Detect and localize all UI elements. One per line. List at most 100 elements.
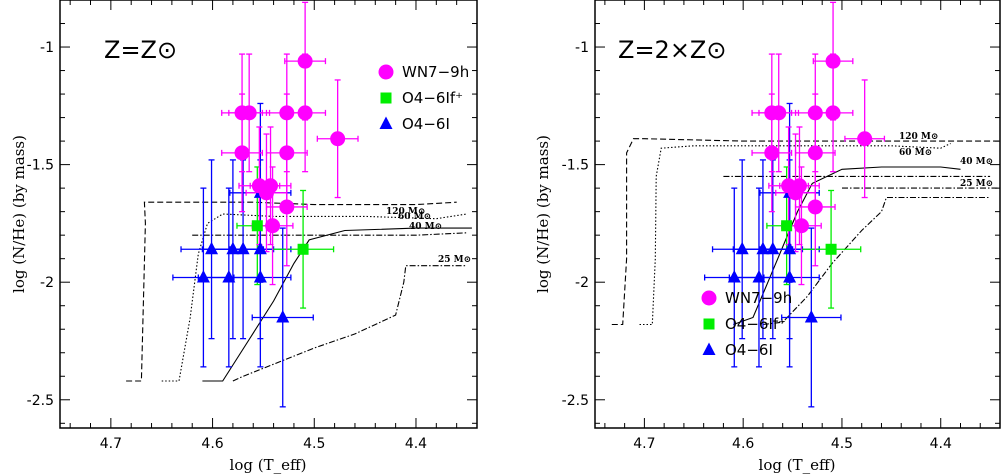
left-legend-marker-triangle bbox=[379, 116, 393, 129]
right-point-triangle bbox=[783, 269, 797, 283]
right-point-triangle bbox=[783, 241, 797, 255]
right-point-circle bbox=[825, 53, 841, 69]
left-point-circle bbox=[241, 105, 257, 121]
right-x-tick-label: 4.7 bbox=[633, 436, 655, 452]
right-legend-label: WN7−9h bbox=[725, 289, 792, 307]
right-track-label: 25 M⊙ bbox=[960, 179, 993, 189]
left-track-0 bbox=[126, 201, 457, 382]
left-point-triangle bbox=[196, 269, 210, 283]
left-legend-marker-square bbox=[380, 92, 392, 104]
right-track-0 bbox=[611, 138, 1000, 326]
right-point-circle bbox=[788, 185, 804, 201]
right-x-tick-label: 4.4 bbox=[930, 436, 952, 452]
right-y-axis-label: log (N/He) (by mass) bbox=[534, 135, 552, 293]
right-legend: WN7−9h O4−6If⁺ O4−6I bbox=[701, 289, 792, 359]
left-track-label: 120 M⊙ bbox=[386, 207, 425, 217]
right-track-label: 40 M⊙ bbox=[960, 157, 993, 167]
right-track-2 bbox=[733, 166, 961, 326]
left-panel-title: Z=Z⊙ bbox=[104, 36, 177, 64]
left-track-labels: 120 M⊙60 M⊙40 M⊙ 25 M⊙ bbox=[386, 207, 471, 265]
left-panel: 4.7 4.6 4.5 4.4 -1 -1.5 -2 -2.5 120 M⊙60 M⊙40 M… bbox=[10, 0, 478, 474]
left-y-tick-label: -2 bbox=[40, 275, 54, 291]
right-point-circle bbox=[825, 105, 841, 121]
right-legend-marker-circle bbox=[701, 290, 717, 306]
right-y-tick-label: -1 bbox=[575, 40, 589, 56]
left-point-triangle bbox=[253, 269, 267, 283]
left-x-tick-label: 4.7 bbox=[100, 436, 122, 452]
right-legend-label: O4−6I bbox=[725, 341, 773, 359]
left-legend-label: O4−6If⁺ bbox=[402, 89, 463, 107]
right-panel: 4.7 4.6 4.5 4.4 -1 -1.5 -2 -2.5 120 M⊙ 60 M⊙ 40 M… bbox=[534, 0, 1001, 474]
right-point-triangle bbox=[756, 241, 770, 255]
right-point-triangle bbox=[735, 241, 749, 255]
left-point-circle bbox=[279, 199, 295, 215]
right-point-triangle bbox=[766, 241, 780, 255]
left-y-tick-label: -1 bbox=[40, 40, 54, 56]
right-track-3 bbox=[762, 196, 991, 326]
left-point-circle bbox=[330, 131, 346, 147]
left-point-triangle bbox=[236, 241, 250, 255]
right-evolution-tracks bbox=[611, 138, 1000, 326]
right-point-circle bbox=[764, 145, 780, 161]
left-x-axis-label: log (T_eff) bbox=[230, 456, 307, 474]
left-track-4 bbox=[192, 232, 467, 236]
right-point-square bbox=[825, 243, 837, 255]
left-track-3 bbox=[232, 265, 467, 382]
left-legend-marker-circle bbox=[378, 64, 394, 80]
right-track-1 bbox=[639, 143, 951, 326]
left-point-triangle bbox=[205, 241, 219, 255]
right-x-axis-label: log (T_eff) bbox=[759, 456, 836, 474]
right-legend-marker-triangle bbox=[702, 342, 716, 355]
left-track-label: 60 M⊙ bbox=[398, 212, 431, 222]
right-data-points bbox=[727, 53, 873, 323]
left-data-points bbox=[196, 53, 346, 323]
left-point-circle bbox=[297, 105, 313, 121]
right-point-triangle bbox=[752, 269, 766, 283]
right-track-labels: 120 M⊙ 60 M⊙ 40 M⊙ 25 M⊙ bbox=[899, 132, 993, 189]
left-legend-label: O4−6I bbox=[402, 115, 450, 133]
left-track-1 bbox=[161, 213, 467, 382]
left-point-square bbox=[297, 243, 309, 255]
right-track-label: 120 M⊙ bbox=[899, 132, 938, 142]
left-point-square bbox=[251, 220, 263, 232]
right-point-circle bbox=[793, 218, 809, 234]
right-y-tick-label: -2 bbox=[575, 275, 589, 291]
right-y-tick-label: -2.5 bbox=[562, 393, 589, 409]
left-x-tick-label: 4.4 bbox=[405, 436, 427, 452]
right-point-circle bbox=[807, 105, 823, 121]
left-point-circle bbox=[279, 105, 295, 121]
left-legend-label: WN7−9h bbox=[402, 63, 469, 81]
left-point-triangle bbox=[276, 309, 290, 323]
left-point-circle bbox=[234, 145, 250, 161]
left-point-triangle bbox=[253, 241, 267, 255]
left-y-tick-label: -1.5 bbox=[27, 158, 54, 174]
right-point-circle bbox=[771, 105, 787, 121]
right-point-triangle bbox=[804, 309, 818, 323]
right-point-triangle bbox=[727, 269, 741, 283]
left-plot-frame bbox=[59, 0, 478, 429]
left-x-tick-label: 4.6 bbox=[201, 436, 223, 452]
right-point-circle bbox=[807, 199, 823, 215]
left-legend: WN7−9h O4−6If⁺ O4−6I bbox=[378, 63, 469, 133]
right-point-square bbox=[781, 220, 793, 232]
right-point-circle bbox=[857, 131, 873, 147]
left-track-label: 25 M⊙ bbox=[438, 255, 471, 265]
left-y-tick-label: -2.5 bbox=[27, 393, 54, 409]
left-axis-ticks: 4.7 4.6 4.5 4.4 -1 -1.5 -2 -2.5 bbox=[27, 0, 478, 452]
right-panel-title: Z=2×Z⊙ bbox=[618, 36, 726, 64]
right-axis-ticks: 4.7 4.6 4.5 4.4 -1 -1.5 -2 -2.5 bbox=[562, 0, 1001, 452]
right-legend-marker-square bbox=[703, 318, 715, 330]
left-x-tick-label: 4.5 bbox=[303, 436, 325, 452]
right-x-tick-label: 4.5 bbox=[831, 436, 853, 452]
right-point-circle bbox=[807, 145, 823, 161]
left-track-label: 40 M⊙ bbox=[409, 222, 442, 232]
right-track-label: 60 M⊙ bbox=[899, 148, 932, 158]
left-point-triangle bbox=[222, 269, 236, 283]
right-plot-frame bbox=[594, 0, 1001, 429]
left-point-circle bbox=[279, 145, 295, 161]
left-y-axis-label: log (N/He) (by mass) bbox=[10, 135, 28, 293]
right-y-tick-label: -1.5 bbox=[562, 158, 589, 174]
left-point-circle bbox=[258, 185, 274, 201]
right-x-tick-label: 4.6 bbox=[732, 436, 754, 452]
